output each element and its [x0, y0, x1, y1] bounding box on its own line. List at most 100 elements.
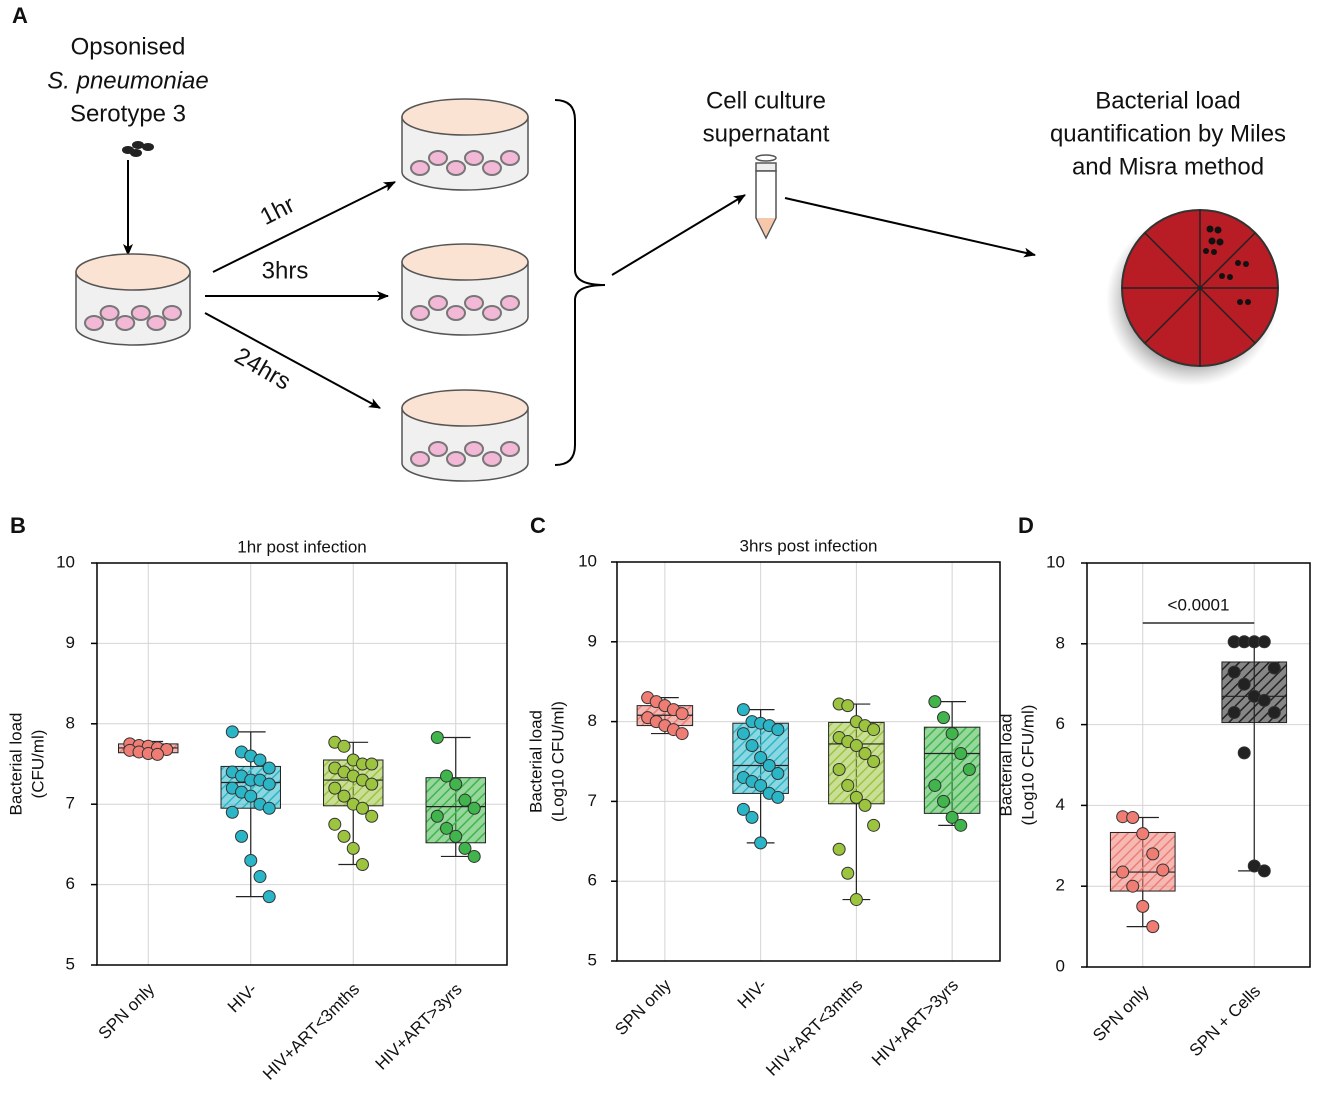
cell	[84, 315, 104, 331]
dish-lid	[401, 98, 529, 136]
data-point	[365, 757, 379, 771]
x-tick-label: HIV-	[734, 976, 771, 1013]
cell	[162, 305, 182, 321]
data-point	[841, 778, 855, 792]
y-axis-label: Bacterial load	[996, 713, 1015, 816]
data-point	[430, 730, 444, 744]
data-point	[458, 793, 472, 807]
cell	[464, 295, 484, 311]
data-point	[945, 727, 959, 741]
cell	[410, 451, 430, 467]
data-point	[928, 695, 942, 709]
data-point	[754, 836, 768, 850]
data-point	[754, 751, 768, 765]
data-point	[1116, 865, 1130, 879]
data-point	[675, 727, 689, 741]
data-point	[262, 761, 276, 775]
data-point	[867, 755, 881, 768]
data-point	[235, 829, 249, 843]
y-tick-label: 9	[66, 633, 75, 652]
data-point	[849, 893, 863, 907]
data-point	[365, 809, 379, 823]
y-axis-label: Bacterial load	[526, 710, 545, 813]
data-point	[867, 818, 881, 832]
data-point	[1146, 847, 1160, 861]
data-point	[962, 762, 976, 776]
cell	[446, 160, 466, 176]
data-point	[1227, 665, 1241, 679]
y-tick-label: 5	[588, 950, 597, 969]
data-point	[858, 747, 872, 761]
cell	[446, 305, 466, 321]
cell	[482, 451, 502, 467]
data-point	[1136, 899, 1150, 913]
cell	[500, 441, 520, 457]
data-point	[841, 866, 855, 880]
data-point	[355, 858, 369, 871]
timepoint-label: 24hrs	[230, 342, 296, 395]
timepoint-label: 3hrs	[262, 257, 309, 284]
inoculum-text: S. pneumoniae	[47, 67, 208, 94]
data-point	[867, 723, 881, 737]
y-axis-label: Bacterial load	[6, 712, 25, 815]
data-point	[928, 778, 942, 792]
x-tick-label: HIV+ART>3yrs	[372, 980, 466, 1074]
data-point	[449, 829, 463, 843]
data-point	[430, 809, 444, 823]
data-point	[440, 821, 454, 835]
cell	[428, 295, 448, 311]
cell	[99, 305, 120, 321]
data-point	[253, 753, 267, 767]
data-point	[954, 818, 968, 832]
data-point	[849, 739, 863, 753]
data-point	[832, 762, 846, 776]
cell	[115, 315, 136, 331]
data-point	[253, 870, 267, 884]
tube-icon	[755, 154, 777, 240]
y-axis-label: (Log10 CFU/ml)	[548, 701, 567, 822]
x-tick-label: HIV+ART<3mths	[762, 976, 866, 1080]
cell	[482, 305, 502, 321]
arrow	[784, 197, 1036, 258]
cell	[500, 295, 520, 311]
y-tick-label: 10	[56, 552, 75, 571]
supernatant-text: supernatant	[703, 120, 830, 147]
data-point	[1257, 635, 1271, 649]
panel-label: A	[12, 3, 28, 28]
cell	[464, 441, 484, 457]
data-point	[1257, 864, 1271, 878]
data-point	[328, 817, 342, 831]
data-point	[355, 801, 369, 815]
box	[1109, 831, 1176, 892]
data-point	[467, 801, 481, 815]
bacteria-icon	[122, 141, 154, 157]
y-tick-label: 5	[66, 954, 75, 973]
data-point	[244, 853, 258, 867]
quantification-text: quantification by Miles	[1050, 120, 1286, 147]
dish-lid	[75, 253, 191, 291]
y-tick-label: 8	[588, 711, 597, 730]
data-point	[745, 739, 759, 753]
data-point	[1237, 677, 1251, 691]
y-tick-label: 8	[1056, 633, 1065, 652]
cell	[500, 150, 520, 166]
cell	[410, 160, 430, 176]
cell	[428, 150, 448, 166]
y-tick-label: 6	[1056, 714, 1065, 733]
brace	[554, 99, 606, 466]
quantification-text: Bacterial load	[1095, 87, 1240, 114]
data-point	[937, 794, 951, 808]
data-point	[771, 723, 785, 737]
cell	[410, 305, 430, 321]
chart-title: 1hr post infection	[237, 537, 366, 556]
cell	[130, 305, 151, 321]
data-point	[849, 790, 863, 804]
y-tick-label: 9	[588, 631, 597, 650]
data-point	[937, 711, 951, 725]
inoculum-text: Opsonised	[71, 33, 186, 60]
data-point	[1126, 879, 1140, 893]
x-tick-label: SPN + Cells	[1186, 982, 1265, 1061]
data-point	[771, 766, 785, 780]
data-point	[467, 849, 481, 863]
